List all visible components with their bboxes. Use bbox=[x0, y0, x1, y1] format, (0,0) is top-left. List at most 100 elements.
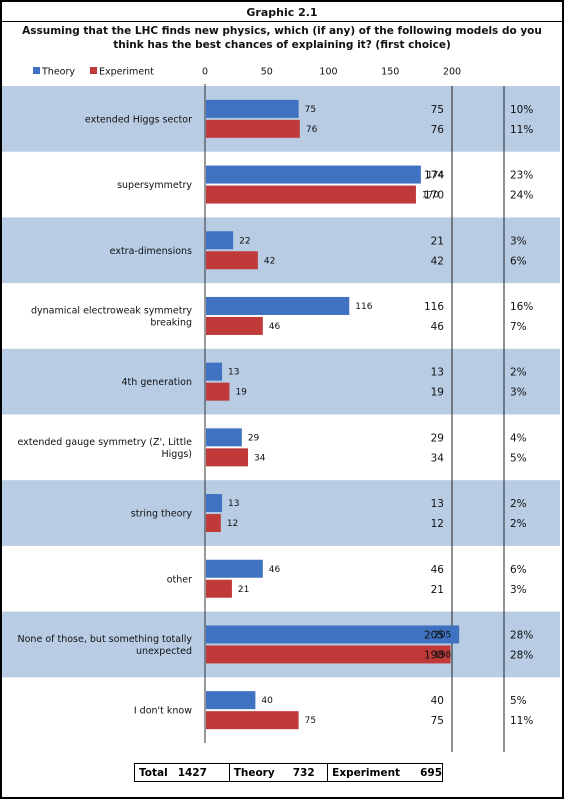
totals-experiment-cell: Experiment 695 bbox=[327, 764, 442, 781]
table-count-experiment: 12 bbox=[431, 518, 444, 530]
bar-experiment bbox=[206, 316, 263, 335]
row-band bbox=[2, 348, 560, 415]
table-count-theory: 116 bbox=[424, 301, 444, 313]
bar-theory bbox=[206, 296, 350, 315]
table-count-theory: 205 bbox=[424, 629, 444, 641]
table-percent-theory: 28% bbox=[510, 629, 533, 641]
theory-total-value: 732 bbox=[292, 766, 315, 779]
bar-theory bbox=[206, 231, 234, 250]
experiment-total-value: 695 bbox=[420, 766, 442, 779]
bar-experiment bbox=[206, 711, 299, 730]
table-count-experiment: 75 bbox=[431, 715, 444, 727]
data-label-theory: 75 bbox=[305, 105, 316, 115]
bar-experiment bbox=[206, 645, 451, 664]
table-percent-experiment: 24% bbox=[510, 190, 533, 202]
x-tick-label: 200 bbox=[443, 67, 461, 78]
table-count-experiment: 19 bbox=[431, 387, 444, 399]
graphic-title: Graphic 2.1 bbox=[246, 6, 318, 19]
bar-theory bbox=[206, 428, 242, 447]
table-count-experiment: 46 bbox=[431, 321, 445, 333]
legend-label-experiment: Experiment bbox=[99, 67, 154, 78]
bar-theory bbox=[206, 362, 223, 381]
x-tick-label: 50 bbox=[261, 67, 273, 78]
table-count-theory: 13 bbox=[431, 498, 444, 510]
table-percent-theory: 10% bbox=[510, 104, 533, 116]
table-count-experiment: 42 bbox=[431, 255, 444, 267]
table-percent-experiment: 5% bbox=[510, 452, 527, 464]
category-label: I don't know bbox=[134, 706, 192, 717]
table-percent-theory: 2% bbox=[510, 498, 527, 510]
totals-box: Total 1427 Theory 732 Experiment 695 bbox=[134, 763, 443, 782]
table-percent-theory: 4% bbox=[510, 432, 527, 444]
table-count-theory: 13 bbox=[431, 367, 444, 379]
x-tick-label: 0 bbox=[202, 67, 208, 78]
table-percent-experiment: 3% bbox=[510, 584, 527, 596]
data-label-theory: 22 bbox=[239, 236, 250, 246]
row-band bbox=[2, 86, 560, 152]
bar-theory bbox=[206, 165, 421, 184]
data-label-theory: 205 bbox=[434, 630, 451, 640]
table-count-theory: 29 bbox=[431, 432, 444, 444]
category-label: Higgs) bbox=[162, 449, 193, 460]
table-percent-theory: 23% bbox=[510, 170, 533, 182]
data-label-experiment: 75 bbox=[305, 716, 316, 726]
data-label-experiment: 12 bbox=[227, 519, 238, 529]
table-percent-experiment: 2% bbox=[510, 518, 527, 530]
table-percent-experiment: 11% bbox=[510, 124, 533, 136]
table-count-theory: 75 bbox=[431, 104, 444, 116]
category-label: breaking bbox=[150, 317, 192, 328]
table-percent-experiment: 28% bbox=[510, 649, 533, 661]
category-label: 4th generation bbox=[122, 377, 192, 388]
legend-label-theory: Theory bbox=[41, 67, 75, 78]
category-label: dynamical electroweak symmetry bbox=[31, 305, 192, 316]
table-percent-experiment: 7% bbox=[510, 321, 527, 333]
x-tick-label: 100 bbox=[319, 67, 337, 78]
bar-experiment bbox=[206, 382, 230, 401]
bar-theory bbox=[206, 691, 256, 710]
category-label: string theory bbox=[131, 509, 193, 520]
bar-theory bbox=[206, 494, 223, 513]
row-band bbox=[2, 611, 560, 678]
bar-experiment bbox=[206, 119, 300, 138]
table-count-experiment: 21 bbox=[431, 584, 444, 596]
totals-total-cell: Total 1427 bbox=[135, 764, 229, 781]
table-percent-experiment: 6% bbox=[510, 255, 527, 267]
legend-swatch-experiment bbox=[90, 67, 97, 74]
table-count-theory: 174 bbox=[424, 170, 444, 182]
x-tick-label: 150 bbox=[381, 67, 399, 78]
totals-theory-cell: Theory 732 bbox=[228, 764, 327, 781]
total-label: Total bbox=[139, 766, 168, 779]
bar-theory bbox=[206, 99, 299, 118]
bar-experiment bbox=[206, 251, 258, 270]
data-label-experiment: 198 bbox=[434, 650, 451, 660]
table-percent-experiment: 3% bbox=[510, 387, 527, 399]
category-label: supersymmetry bbox=[117, 180, 192, 191]
title-divider bbox=[2, 21, 562, 22]
row-band bbox=[2, 480, 560, 546]
table-count-experiment: 34 bbox=[431, 452, 445, 464]
total-value: 1427 bbox=[177, 766, 207, 779]
data-label-theory: 13 bbox=[228, 368, 239, 378]
bar-experiment bbox=[206, 514, 221, 533]
category-label: other bbox=[167, 574, 192, 585]
data-label-theory: 46 bbox=[269, 565, 281, 575]
bar-theory bbox=[206, 559, 263, 578]
table-count-theory: 46 bbox=[431, 564, 445, 576]
bar-experiment bbox=[206, 448, 248, 467]
table-percent-theory: 6% bbox=[510, 564, 527, 576]
theory-total-label: Theory bbox=[233, 766, 275, 779]
data-label-experiment: 34 bbox=[254, 453, 266, 463]
data-label-experiment: 21 bbox=[238, 585, 249, 595]
table-percent-theory: 16% bbox=[510, 301, 533, 313]
data-label-experiment: 76 bbox=[306, 125, 318, 135]
table-percent-experiment: 11% bbox=[510, 715, 533, 727]
category-label: extended gauge symmetry (Z', Little bbox=[17, 437, 192, 448]
data-label-theory: 174 bbox=[427, 171, 444, 181]
question-text: Assuming that the LHC finds new physics,… bbox=[22, 25, 542, 51]
data-label-theory: 116 bbox=[355, 302, 372, 312]
category-label: unexpected bbox=[136, 646, 192, 657]
data-label-theory: 13 bbox=[228, 499, 239, 509]
data-label-experiment: 42 bbox=[264, 256, 275, 266]
data-label-theory: 40 bbox=[261, 696, 273, 706]
